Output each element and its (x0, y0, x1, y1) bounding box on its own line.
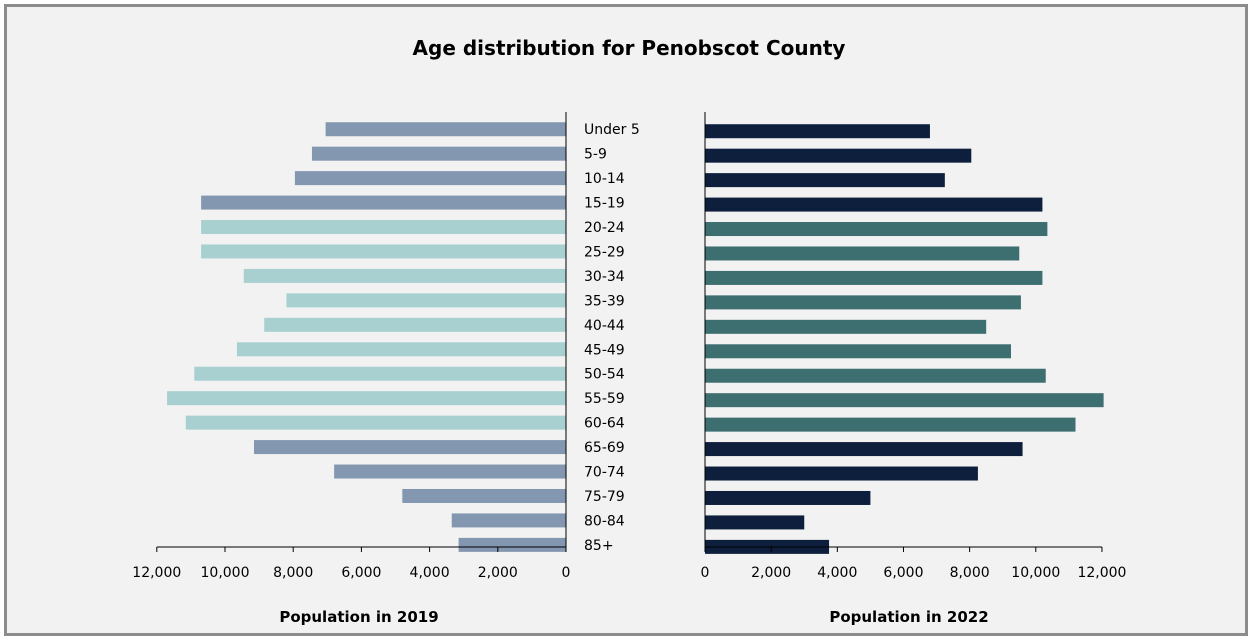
right-tick-label: 10,000 (1011, 565, 1060, 581)
bar-2019-50-54 (194, 366, 566, 381)
left-tick-label: 12,000 (132, 565, 181, 581)
category-label: 35-39 (584, 293, 625, 309)
bar-2019-60-64 (185, 415, 566, 430)
chart-title: Age distribution for Penobscot County (413, 36, 846, 60)
bar-2022-50-54 (705, 368, 1046, 383)
category-label: 50-54 (584, 367, 625, 383)
bar-2019-10-14 (294, 171, 566, 186)
bar-2019-5-9 (311, 146, 566, 161)
bar-2019-30-34 (243, 268, 566, 283)
bar-2019-80-84 (451, 513, 566, 528)
right-tick-label: 2,000 (751, 565, 791, 581)
bar-2022-15-19 (705, 197, 1043, 212)
bar-2022-65-69 (705, 442, 1023, 457)
right-tick-label: 8,000 (950, 565, 990, 581)
bar-2019-55-59 (167, 391, 566, 406)
bar-2022-45-49 (705, 344, 1011, 359)
category-label: 55-59 (584, 391, 625, 407)
bar-2019-under-5 (325, 122, 566, 137)
category-label: 30-34 (584, 269, 625, 285)
bars-layer (167, 122, 1104, 554)
category-label: 15-19 (584, 196, 625, 212)
bar-2019-15-19 (201, 195, 566, 210)
bar-2022-20-24 (705, 222, 1048, 237)
left-tick-label: 4,000 (410, 565, 450, 581)
category-label: 65-69 (584, 440, 625, 456)
bar-2022-under-5 (705, 124, 930, 139)
right-axis-title: Population in 2022 (829, 608, 988, 626)
category-label: 10-14 (584, 171, 625, 187)
category-label: 5-9 (584, 147, 607, 163)
bar-2022-25-29 (705, 246, 1020, 261)
bar-2019-85+ (458, 537, 566, 552)
category-label: 75-79 (584, 489, 625, 505)
bar-2022-35-39 (705, 295, 1021, 310)
right-tick-label: 0 (701, 565, 710, 581)
bar-2019-70-74 (334, 464, 566, 479)
left-tick-label: 10,000 (201, 565, 250, 581)
bar-2022-55-59 (705, 393, 1104, 408)
category-label: 85+ (584, 538, 614, 554)
bar-2019-45-49 (236, 342, 566, 357)
bar-2022-80-84 (705, 515, 805, 530)
bar-2019-35-39 (286, 293, 566, 308)
bar-2019-20-24 (201, 220, 566, 235)
category-label: 60-64 (584, 416, 625, 432)
bar-2019-75-79 (402, 488, 566, 503)
bar-2022-60-64 (705, 417, 1076, 432)
bar-2019-65-69 (253, 440, 567, 455)
labels-layer: Under 5 5-9 10-14 15-19 20-24 25-29 30-34 35-39… (132, 122, 1126, 581)
bar-2022-5-9 (705, 148, 972, 163)
chart-frame: Age distribution for Penobscot County Po… (4, 4, 1248, 636)
category-label: 20-24 (584, 220, 625, 236)
left-tick-label: 0 (562, 565, 571, 581)
right-tick-label: 6,000 (883, 565, 923, 581)
population-pyramid-chart: Age distribution for Penobscot County Po… (132, 36, 1126, 626)
left-tick-label: 6,000 (341, 565, 381, 581)
left-tick-label: 8,000 (273, 565, 313, 581)
bar-2022-40-44 (705, 319, 987, 334)
bar-2022-70-74 (705, 466, 978, 481)
bar-2022-30-34 (705, 270, 1043, 285)
category-label: 70-74 (584, 465, 625, 481)
left-axis-title: Population in 2019 (279, 608, 438, 626)
left-tick-label: 2,000 (478, 565, 518, 581)
right-tick-label: 4,000 (817, 565, 857, 581)
bar-2019-40-44 (264, 317, 566, 332)
axes-layer (156, 112, 1103, 552)
category-label: 25-29 (584, 244, 625, 260)
bar-2019-25-29 (201, 244, 566, 259)
bar-2022-75-79 (705, 490, 871, 505)
category-label: 40-44 (584, 318, 625, 334)
category-label: 80-84 (584, 513, 625, 529)
category-label: 45-49 (584, 342, 625, 358)
bar-2022-10-14 (705, 173, 945, 188)
right-tick-label: 12,000 (1077, 565, 1126, 581)
category-label: Under 5 (584, 122, 640, 138)
